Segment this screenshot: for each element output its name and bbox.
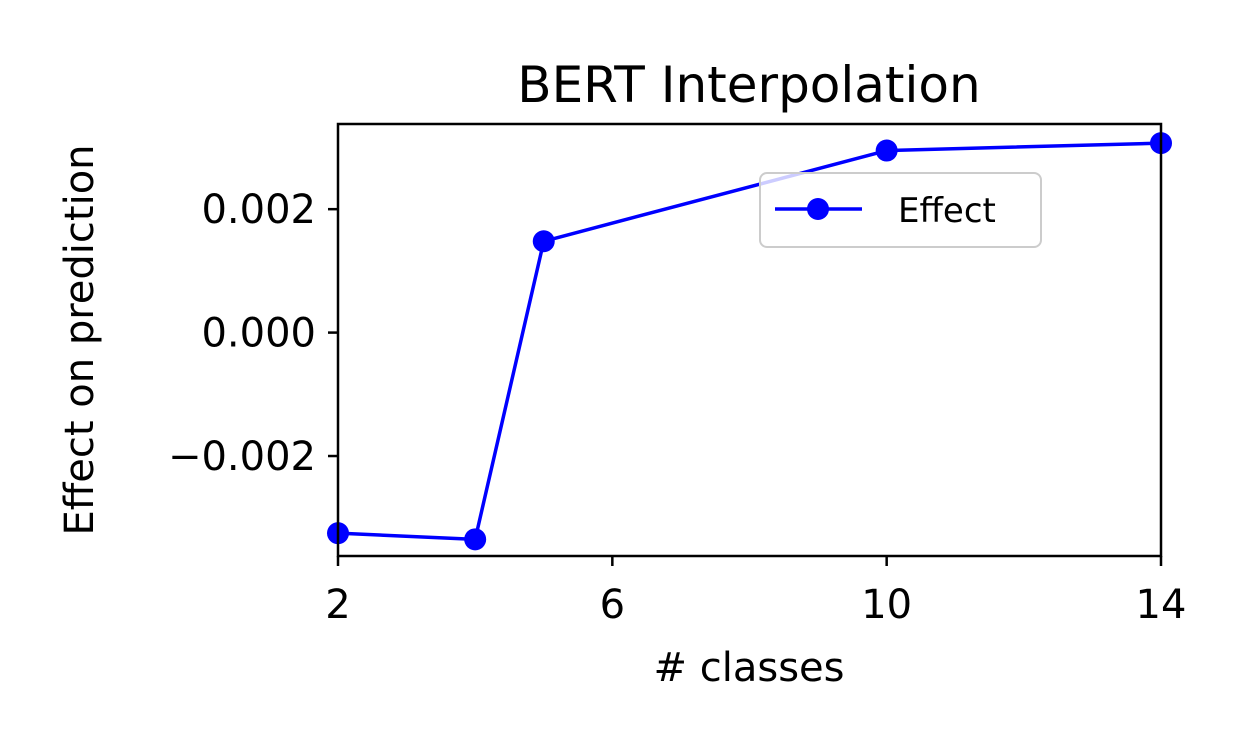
x-axis-label: # classes: [654, 645, 845, 691]
y-axis-label: Effect on prediction: [57, 144, 103, 535]
x-tick-label: 10: [861, 582, 912, 628]
y-tick-label: 0.002: [201, 187, 316, 233]
legend-marker: [807, 198, 829, 220]
x-tick-label: 14: [1136, 582, 1187, 628]
plot-frame: [336, 122, 1163, 558]
y-tick-label: 0.000: [201, 311, 316, 357]
legend-entry-effect: Effect: [898, 191, 996, 231]
x-tick-label: 2: [325, 582, 350, 628]
y-axis: −0.002 0.000 0.002: [168, 187, 338, 480]
chart-title: BERT Interpolation: [517, 56, 980, 114]
x-axis: 2 6 10 14: [325, 556, 1186, 628]
plot-area: [327, 132, 1172, 551]
data-point: [464, 528, 487, 551]
x-tick-label: 6: [600, 582, 625, 628]
y-tick-label: −0.002: [168, 434, 316, 480]
legend-frame: [759, 172, 1042, 248]
data-point: [875, 139, 898, 162]
legend: Effect: [759, 172, 1042, 248]
data-point: [532, 230, 555, 253]
